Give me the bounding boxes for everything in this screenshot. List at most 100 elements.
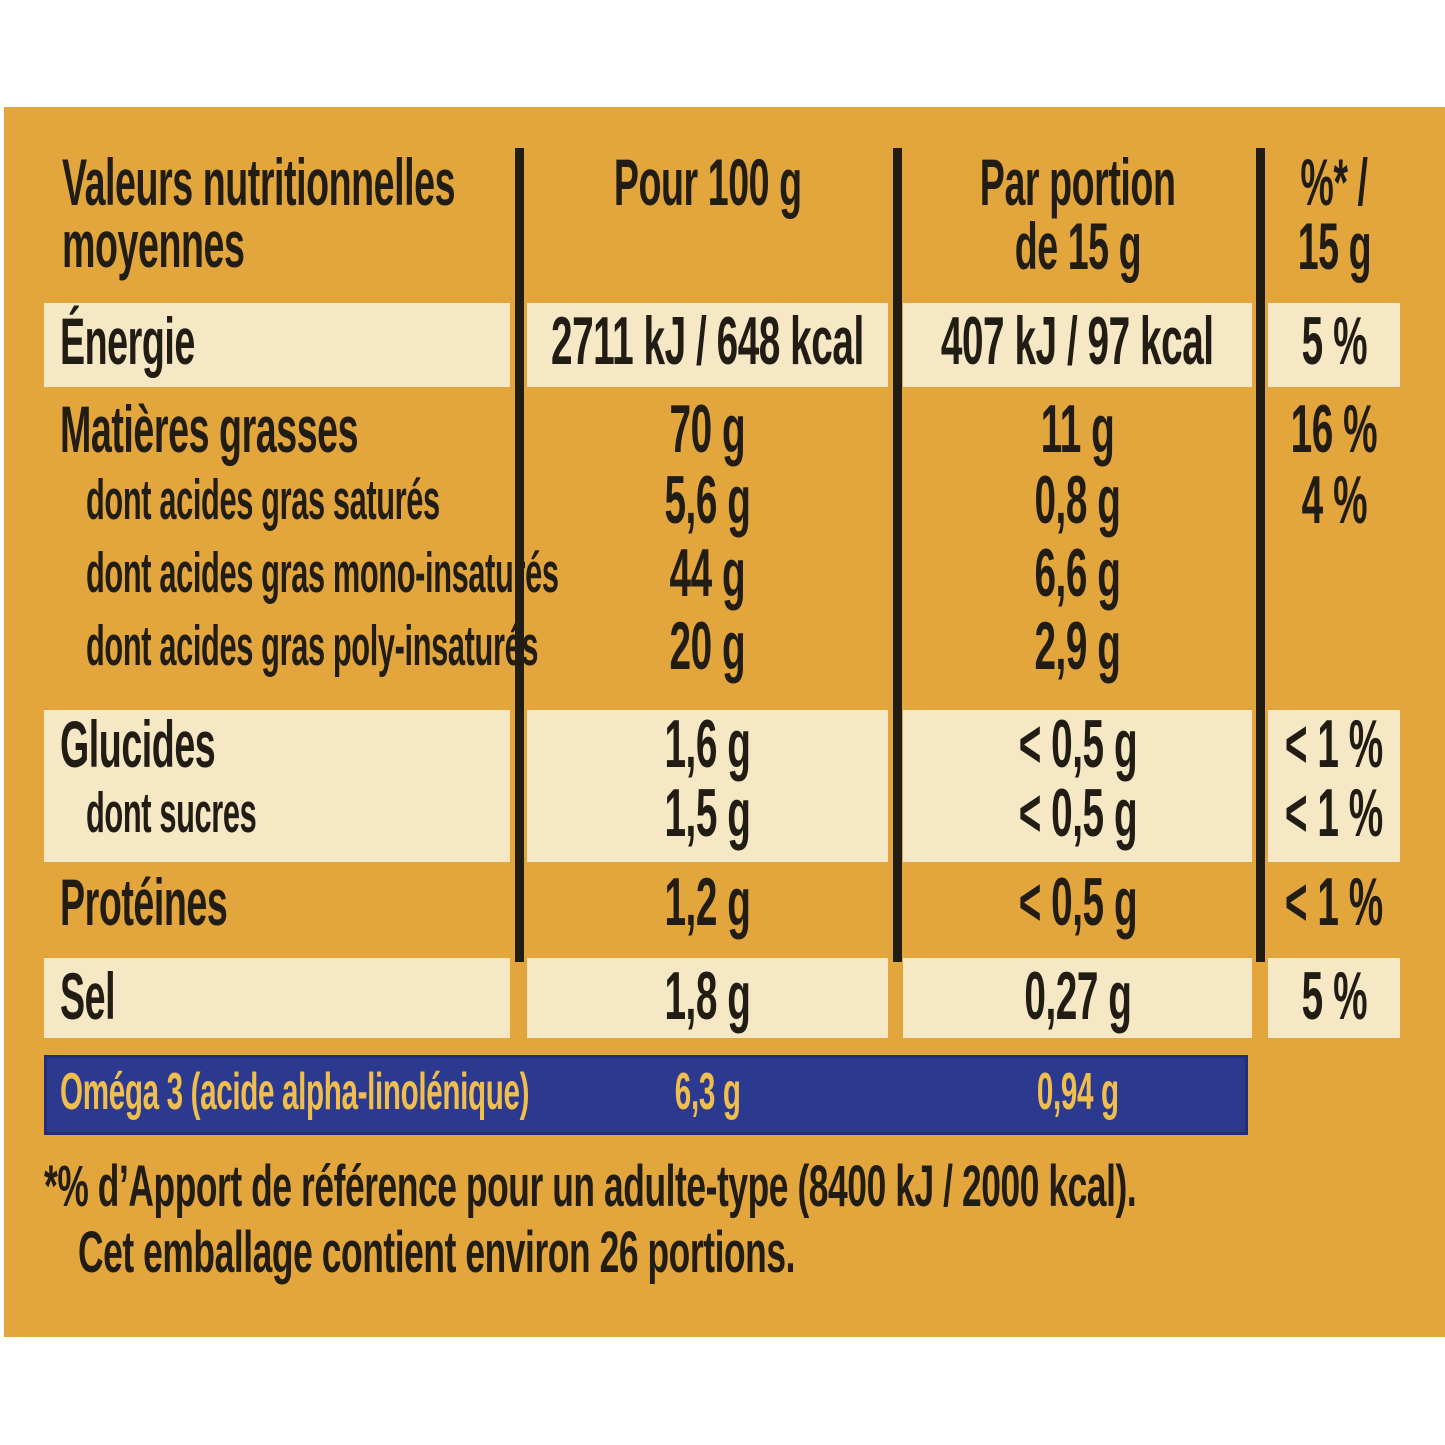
value-text: < 1 % bbox=[1285, 706, 1383, 782]
highlight-cell bbox=[903, 710, 1252, 862]
row-sel-pct: 5 % bbox=[1268, 958, 1400, 1034]
row-ag-mono-insatures-per100g: 44 g bbox=[527, 535, 888, 611]
row-matieres-grasses-label: Matières grasses bbox=[60, 392, 510, 466]
row-label-text: dont acides gras mono-insaturés bbox=[86, 541, 559, 605]
row-omega3-per100g: 6,3 g bbox=[527, 1057, 888, 1127]
row-label-text: dont sucres bbox=[86, 781, 257, 845]
row-label-text: Matières grasses bbox=[60, 392, 359, 466]
value-text: 0,8 g bbox=[1034, 462, 1121, 538]
value-text: 1,2 g bbox=[664, 864, 751, 940]
row-ag-satures-pct: 4 % bbox=[1268, 462, 1400, 538]
column-rule-2 bbox=[893, 148, 902, 962]
row-ag-mono-insatures-portion: 6,6 g bbox=[903, 535, 1252, 611]
footnote-reference-intake: *% d’Apport de référence pour un adulte-… bbox=[44, 1151, 1404, 1221]
row-label-text: dont acides gras saturés bbox=[86, 468, 440, 532]
row-label-text: Sel bbox=[60, 959, 116, 1033]
row-label-text: Protéines bbox=[60, 865, 228, 939]
column-header-text: de 15 g bbox=[1014, 209, 1141, 283]
row-sel-portion: 0,27 g bbox=[903, 958, 1252, 1034]
row-glucides-per100g: 1,6 g bbox=[527, 706, 888, 782]
row-ag-poly-insatures-per100g: 20 g bbox=[527, 608, 888, 684]
column-rule-1 bbox=[515, 148, 524, 962]
column-header-per100g: Pour 100 g bbox=[527, 145, 888, 219]
footnote-portions-count: Cet emballage contient environ 26 portio… bbox=[78, 1217, 1398, 1287]
value-text: 407 kJ / 97 kcal bbox=[941, 303, 1214, 379]
value-text: < 1 % bbox=[1285, 864, 1383, 940]
row-dont-sucres-portion: < 0,5 g bbox=[903, 775, 1252, 851]
row-energie-portion: 407 kJ / 97 kcal bbox=[903, 303, 1252, 379]
footnote-text: Cet emballage contient environ 26 portio… bbox=[78, 1219, 796, 1285]
value-text: 0,94 g bbox=[1036, 1063, 1119, 1121]
row-ag-poly-insatures-portion: 2,9 g bbox=[903, 608, 1252, 684]
value-text: < 1 % bbox=[1285, 775, 1383, 851]
column-header-portion-line2: de 15 g bbox=[903, 209, 1252, 283]
column-header-pct-line2: 15 g bbox=[1268, 209, 1400, 283]
table-title-text: moyennes bbox=[62, 207, 245, 281]
highlight-cell bbox=[527, 710, 888, 862]
row-ag-mono-insatures-label: dont acides gras mono-insaturés bbox=[86, 538, 559, 608]
highlight-cell bbox=[1268, 710, 1400, 862]
value-text: 1,6 g bbox=[664, 706, 751, 782]
row-proteines-portion: < 0,5 g bbox=[903, 864, 1252, 940]
row-label-text: Oméga 3 (acide alpha-linolénique) bbox=[60, 1063, 530, 1121]
value-text: < 0,5 g bbox=[1018, 864, 1137, 940]
highlight-cell bbox=[44, 303, 510, 387]
row-omega3-label: Oméga 3 (acide alpha-linolénique) bbox=[60, 1057, 530, 1127]
value-text: 1,5 g bbox=[664, 775, 751, 851]
table-title-line1: Valeurs nutritionnelles bbox=[62, 145, 512, 219]
column-rule-3 bbox=[1256, 148, 1265, 962]
row-dont-sucres-pct: < 1 % bbox=[1268, 775, 1400, 851]
value-text: 11 g bbox=[1040, 391, 1115, 467]
value-text: 44 g bbox=[669, 535, 746, 611]
row-matieres-grasses-pct: 16 % bbox=[1268, 391, 1400, 467]
row-label-text: Glucides bbox=[60, 707, 216, 781]
highlight-cell bbox=[44, 710, 510, 862]
row-ag-satures-per100g: 5,6 g bbox=[527, 462, 888, 538]
row-label-text: dont acides gras poly-insaturés bbox=[86, 614, 539, 678]
column-header-text: Pour 100 g bbox=[613, 145, 802, 219]
row-ag-poly-insatures-label: dont acides gras poly-insaturés bbox=[86, 611, 538, 681]
column-header-portion-line1: Par portion bbox=[903, 145, 1252, 219]
row-matieres-grasses-per100g: 70 g bbox=[527, 391, 888, 467]
row-ag-satures-label: dont acides gras saturés bbox=[86, 465, 512, 535]
value-text: 5 % bbox=[1301, 303, 1367, 379]
value-text: 2,9 g bbox=[1034, 608, 1121, 684]
value-text: < 0,5 g bbox=[1018, 775, 1137, 851]
value-text: 0,27 g bbox=[1023, 958, 1132, 1034]
table-title-text: Valeurs nutritionnelles bbox=[62, 145, 456, 219]
value-text: 16 % bbox=[1290, 391, 1378, 467]
value-text: 70 g bbox=[669, 391, 746, 467]
row-dont-sucres-label: dont sucres bbox=[86, 778, 512, 848]
highlight-cell bbox=[903, 303, 1252, 387]
row-dont-sucres-per100g: 1,5 g bbox=[527, 775, 888, 851]
row-proteines-label: Protéines bbox=[60, 865, 510, 939]
value-text: 2711 kJ / 648 kcal bbox=[551, 303, 864, 379]
omega3-row-background bbox=[44, 1055, 1248, 1135]
value-text: 4 % bbox=[1301, 462, 1367, 538]
row-glucides-label: Glucides bbox=[60, 707, 510, 781]
highlight-cell bbox=[1268, 303, 1400, 387]
column-header-text: %* / bbox=[1300, 145, 1368, 219]
row-proteines-per100g: 1,2 g bbox=[527, 864, 888, 940]
column-header-text: Par portion bbox=[979, 145, 1176, 219]
value-text: 6,6 g bbox=[1034, 535, 1121, 611]
row-glucides-portion: < 0,5 g bbox=[903, 706, 1252, 782]
row-proteines-pct: < 1 % bbox=[1268, 864, 1400, 940]
value-text: 5 % bbox=[1301, 958, 1367, 1034]
value-text: < 0,5 g bbox=[1018, 706, 1137, 782]
row-energie-label: Énergie bbox=[60, 304, 510, 378]
row-omega3-portion: 0,94 g bbox=[903, 1057, 1252, 1127]
value-text: 6,3 g bbox=[674, 1063, 741, 1121]
row-matieres-grasses-portion: 11 g bbox=[903, 391, 1252, 467]
row-glucides-pct: < 1 % bbox=[1268, 706, 1400, 782]
table-title-line2: moyennes bbox=[62, 207, 512, 281]
column-header-pct-line1: %* / bbox=[1268, 145, 1400, 219]
highlight-cell bbox=[527, 958, 888, 1038]
column-header-text: 15 g bbox=[1297, 209, 1371, 283]
row-ag-satures-portion: 0,8 g bbox=[903, 462, 1252, 538]
row-energie-pct: 5 % bbox=[1268, 303, 1400, 379]
row-sel-label: Sel bbox=[60, 959, 510, 1033]
highlight-cell bbox=[903, 958, 1252, 1038]
value-text: 1,8 g bbox=[664, 958, 751, 1034]
